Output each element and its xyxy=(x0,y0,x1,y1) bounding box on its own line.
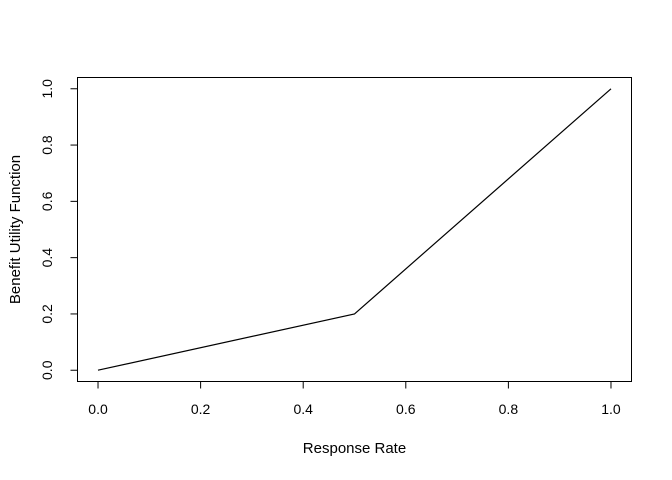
y-tick-label: 0.6 xyxy=(39,191,55,211)
y-tick-label: 0.2 xyxy=(39,304,55,324)
x-tick-label: 0.8 xyxy=(499,401,519,417)
y-tick-label: 1.0 xyxy=(39,79,55,99)
x-axis-title: Response Rate xyxy=(303,440,406,457)
x-axis: 0.0 0.2 0.4 0.6 0.8 1.0 xyxy=(88,381,621,417)
x-tick-label: 0.2 xyxy=(191,401,211,417)
y-tick-label: 0.8 xyxy=(39,135,55,155)
x-tick-label: 0.4 xyxy=(293,401,313,417)
x-tick-label: 0.6 xyxy=(396,401,416,417)
x-tick-label: 1.0 xyxy=(601,401,621,417)
y-axis-title: Benefit Utility Function xyxy=(7,155,24,304)
y-tick-label: 0.4 xyxy=(39,248,55,268)
y-tick-label: 0.0 xyxy=(39,360,55,380)
plot-box xyxy=(77,77,632,382)
x-tick-label: 0.0 xyxy=(88,401,108,417)
y-axis: 0.0 0.2 0.4 0.6 0.8 1.0 xyxy=(39,79,78,380)
utility-function-line xyxy=(97,88,612,371)
